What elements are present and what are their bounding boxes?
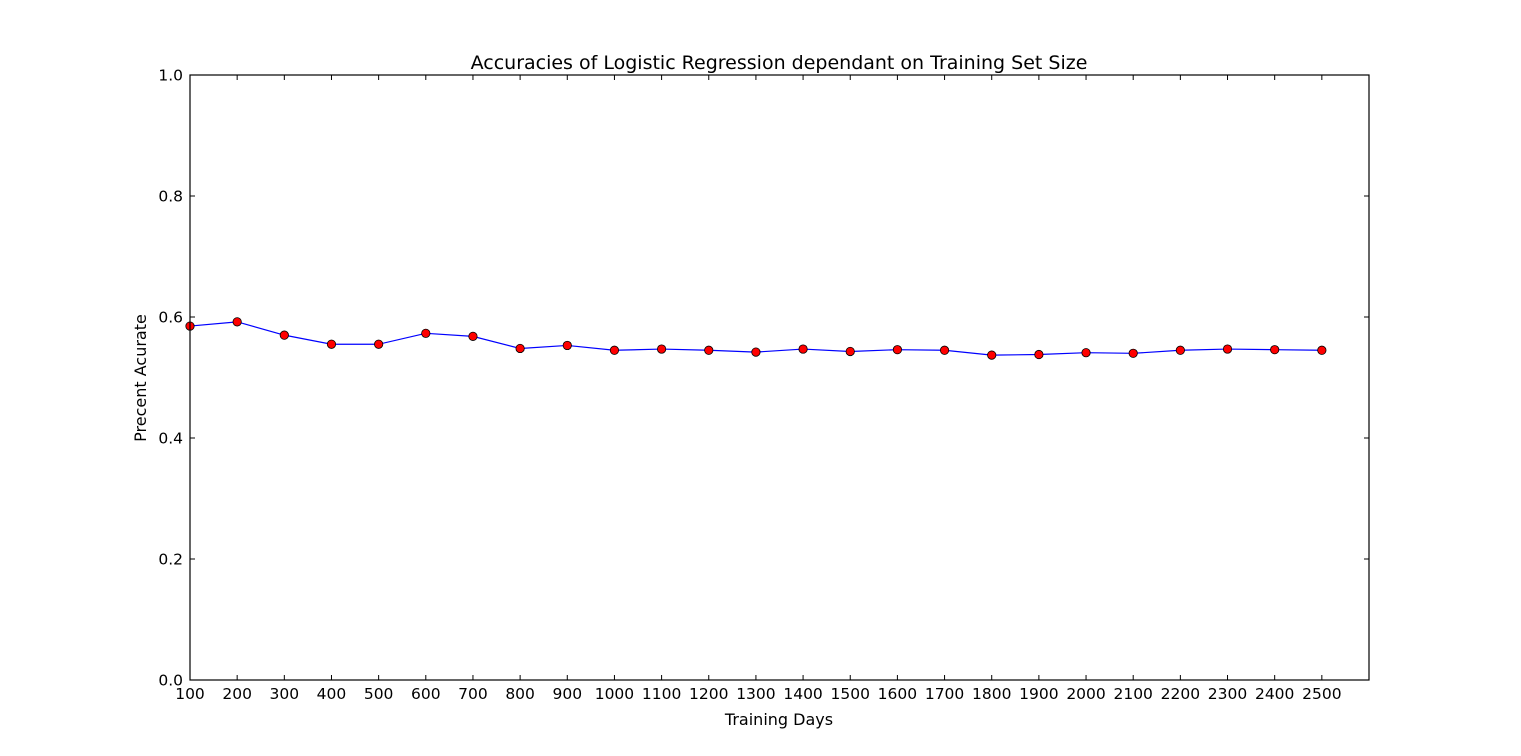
x-tick-label: 2100 bbox=[1113, 685, 1152, 703]
y-tick-label: 0.8 bbox=[158, 188, 183, 206]
x-tick-label: 800 bbox=[505, 685, 535, 703]
data-point bbox=[939, 345, 950, 355]
x-tick-label: 400 bbox=[317, 685, 347, 703]
data-point bbox=[1081, 348, 1091, 358]
x-tick-label: 1100 bbox=[642, 685, 681, 703]
data-point bbox=[279, 330, 289, 340]
data-point bbox=[704, 345, 714, 355]
x-tick-label: 300 bbox=[270, 685, 300, 703]
data-point bbox=[845, 346, 855, 357]
x-tick-label: 1800 bbox=[972, 685, 1011, 703]
data-point bbox=[656, 344, 667, 354]
x-tick-label: 700 bbox=[458, 685, 488, 703]
x-tick-label: 500 bbox=[364, 685, 394, 703]
x-tick-label: 2500 bbox=[1302, 685, 1341, 703]
x-tick-label: 2300 bbox=[1208, 685, 1247, 703]
x-tick-label: 200 bbox=[222, 685, 252, 703]
data-point bbox=[1317, 345, 1327, 355]
data-point bbox=[326, 339, 337, 349]
x-tick-label: 900 bbox=[552, 685, 582, 703]
x-axis-label: Training Days bbox=[724, 710, 833, 729]
x-tick-label: 2000 bbox=[1066, 685, 1105, 703]
x-tick-label: 2400 bbox=[1255, 685, 1294, 703]
x-tick-label: 600 bbox=[411, 685, 441, 703]
y-axis-label: Precent Acurate bbox=[131, 314, 150, 442]
y-tick-label: 0.0 bbox=[158, 672, 183, 690]
data-point bbox=[1270, 345, 1280, 355]
y-tick-label: 0.6 bbox=[158, 309, 183, 327]
y-tick-label: 0.2 bbox=[158, 551, 183, 569]
plot-frame bbox=[189, 74, 1370, 681]
data-point bbox=[232, 317, 242, 327]
x-tick-label: 1400 bbox=[783, 685, 822, 703]
x-tick-label: 1700 bbox=[925, 685, 964, 703]
data-point bbox=[1128, 348, 1138, 358]
data-point bbox=[609, 345, 620, 355]
data-point bbox=[421, 328, 431, 338]
data-point bbox=[1175, 345, 1185, 355]
data-point bbox=[562, 340, 572, 351]
x-tick-label: 1200 bbox=[689, 685, 728, 703]
data-point bbox=[1222, 344, 1233, 354]
x-tick-label: 1000 bbox=[595, 685, 634, 703]
data-point bbox=[892, 345, 903, 355]
data-point bbox=[1034, 349, 1044, 360]
data-point bbox=[987, 350, 997, 360]
data-point bbox=[515, 343, 525, 354]
x-tick-label: 1500 bbox=[831, 685, 870, 703]
x-tick-label: 100 bbox=[175, 685, 205, 703]
y-tick-label: 1.0 bbox=[158, 67, 183, 85]
x-tick-label: 1600 bbox=[878, 685, 917, 703]
x-tick-label: 1900 bbox=[1019, 685, 1058, 703]
axis-ticks: 100 200 300 400 500 600 700 800 900 1000 1100 1200 1… bbox=[158, 67, 1369, 703]
data-point bbox=[751, 347, 761, 357]
series-group bbox=[185, 317, 1327, 360]
data-point bbox=[374, 339, 384, 349]
chart-title: Accuracies of Logistic Regression depend… bbox=[471, 52, 1088, 74]
x-tick-label: 2200 bbox=[1161, 685, 1200, 703]
x-tick-label: 1300 bbox=[736, 685, 775, 703]
y-tick-label: 0.4 bbox=[158, 430, 183, 448]
data-point bbox=[468, 331, 478, 341]
data-point bbox=[798, 344, 808, 354]
